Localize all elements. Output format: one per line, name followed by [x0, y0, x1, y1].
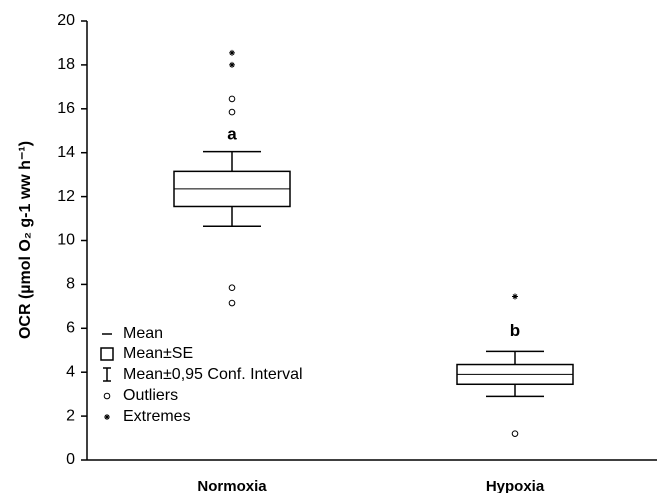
- y-tick-label: 18: [57, 56, 75, 73]
- outlier: [511, 430, 519, 437]
- extreme: [229, 61, 235, 68]
- legend-label: Mean±SE: [123, 345, 193, 362]
- y-tick-label: 0: [66, 451, 75, 468]
- y-tick-label: 2: [66, 407, 75, 424]
- x-tick-label: Normoxia: [197, 478, 267, 493]
- legend-label: Mean±0,95 Conf. Interval: [123, 366, 303, 383]
- legend-label: Extremes: [123, 408, 191, 425]
- x-tick-label: Hypoxia: [486, 478, 545, 493]
- y-tick-label: 8: [66, 276, 75, 293]
- legend-outlier-symbol: [103, 392, 111, 400]
- y-tick-label: 16: [57, 100, 75, 117]
- y-tick-label: 14: [57, 144, 75, 161]
- legend-label: Outliers: [123, 387, 178, 404]
- extreme: [512, 293, 518, 300]
- legend-label: Mean: [123, 325, 163, 342]
- legend-se-symbol: [100, 347, 114, 361]
- legend-ci-symbol: [103, 367, 111, 382]
- y-tick-label: 10: [57, 232, 75, 249]
- outlier: [228, 299, 236, 307]
- legend-extreme-symbol: [104, 414, 110, 420]
- outlier: [228, 95, 236, 103]
- y-tick-label: 4: [66, 363, 75, 380]
- y-tick-label: 6: [66, 320, 75, 337]
- extreme: [229, 49, 235, 56]
- group-annotation: a: [227, 125, 237, 144]
- y-axis-label: OCR (µmol O₂ g-1 ww h⁻¹): [17, 141, 34, 339]
- y-tick-label: 20: [57, 12, 75, 29]
- group-annotation: b: [510, 321, 520, 340]
- y-tick-label: 12: [57, 188, 75, 205]
- outlier: [228, 284, 236, 291]
- legend: [100, 333, 114, 420]
- outlier: [228, 108, 236, 116]
